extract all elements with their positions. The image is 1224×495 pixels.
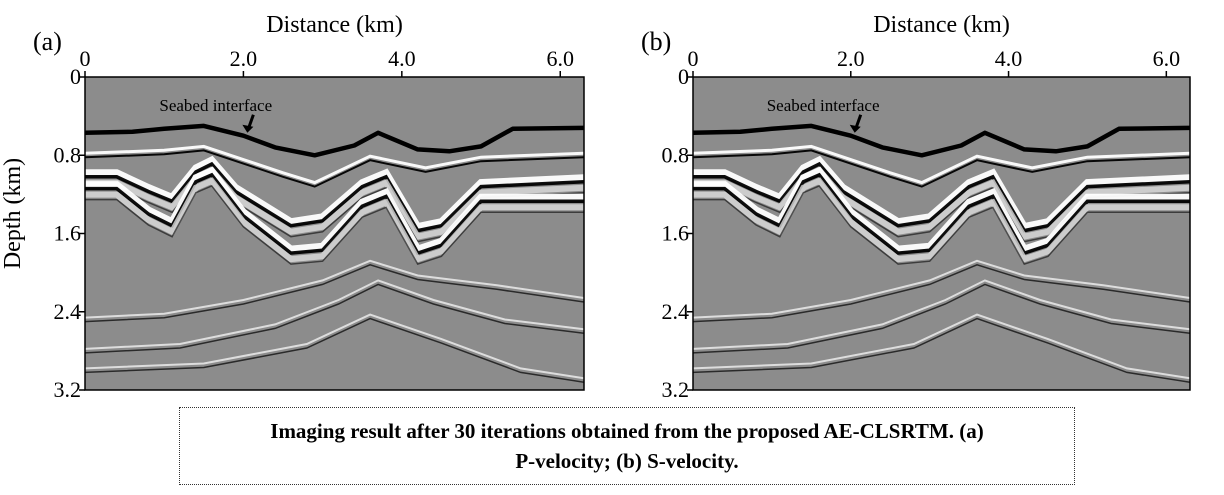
y-tick-label: 0 xyxy=(678,64,689,89)
panel-a: 0 2.0 4.0 6.0 0 0.8 1.6 2.4 3.2 Distance (km) Dept… xyxy=(0,12,585,402)
reflector-black-2 xyxy=(85,172,584,256)
y-tick-label: 0.8 xyxy=(662,142,690,167)
y-tick-label: 2.4 xyxy=(54,299,82,324)
seabed-annotation: Seabed interface xyxy=(767,96,880,115)
reflector-white-4 xyxy=(693,279,1190,350)
reflector-black-5 xyxy=(85,317,584,383)
reflector-white-1 xyxy=(693,155,1190,231)
y-tick-label: 1.6 xyxy=(54,221,82,246)
x-tick-label: 6.0 xyxy=(546,46,574,71)
reflector-white-2 xyxy=(85,166,584,254)
seismic-image xyxy=(85,123,584,383)
x-axis-label: Distance (km) xyxy=(266,12,403,38)
reflector-black-0 xyxy=(85,149,584,188)
reflector-white-0 xyxy=(693,144,1190,185)
x-tick-label: 4.0 xyxy=(388,46,416,71)
reflector-white-0 xyxy=(85,144,584,185)
reflector-edge-2 xyxy=(693,184,1190,266)
reflector-white-1 xyxy=(85,155,584,231)
y-tick-label: 0 xyxy=(70,64,81,89)
x-tick-label: 6.0 xyxy=(1153,46,1181,71)
panel-label: (b) xyxy=(641,27,671,56)
figure-caption: Imaging result after 30 iterations obtai… xyxy=(270,419,984,473)
panel-label: (a) xyxy=(33,27,62,56)
reflector-black-4 xyxy=(85,283,584,354)
reflector-edge-1 xyxy=(85,174,584,243)
reflector-black-1 xyxy=(85,161,584,233)
seabed-interface-line xyxy=(693,123,1190,158)
figure: 0 2.0 4.0 6.0 0 0.8 1.6 2.4 3.2 Distance (km) Dept… xyxy=(0,12,1191,402)
y-tick-label: 2.4 xyxy=(662,299,690,324)
reflector-white-2 xyxy=(693,166,1190,254)
reflector-white-4 xyxy=(85,279,584,350)
reflector-white-3 xyxy=(85,259,584,319)
reflector-black-3 xyxy=(85,264,584,323)
caption-box: Imaging result after 30 iterations obtai… xyxy=(179,407,1075,485)
reflector-black-3 xyxy=(693,264,1190,323)
x-axis-label: Distance (km) xyxy=(873,12,1010,38)
reflector-black-5 xyxy=(693,317,1190,383)
annotation-arrow-head xyxy=(242,124,254,133)
seabed-annotation: Seabed interface xyxy=(159,96,272,115)
reflector-white-5 xyxy=(693,313,1190,380)
y-axis-label: Depth (km) xyxy=(0,158,26,269)
annotation-arrow-head xyxy=(849,124,861,133)
panel-b: 0 2.0 4.0 6.0 0 0.8 1.6 2.4 3.2 Distance (km) (b) S… xyxy=(641,12,1191,402)
x-tick-label: 2.0 xyxy=(837,46,865,71)
seabed-interface-line xyxy=(85,123,584,158)
reflector-black-2 xyxy=(693,172,1190,256)
reflector-white-5 xyxy=(85,313,584,380)
x-tick-label: 0 xyxy=(688,46,699,71)
seismic-image xyxy=(693,123,1190,383)
y-tick-label: 3.2 xyxy=(662,377,690,402)
reflector-black-4 xyxy=(693,283,1190,354)
y-tick-label: 1.6 xyxy=(662,221,690,246)
x-tick-label: 4.0 xyxy=(995,46,1023,71)
reflector-band-2 xyxy=(85,177,584,263)
x-tick-label: 2.0 xyxy=(230,46,258,71)
y-tick-label: 3.2 xyxy=(54,377,82,402)
reflector-white-3 xyxy=(693,259,1190,319)
reflector-band-1 xyxy=(693,166,1190,240)
reflector-band-2 xyxy=(693,177,1190,263)
reflector-band-1 xyxy=(85,166,584,240)
x-tick-label: 0 xyxy=(80,46,91,71)
y-tick-label: 0.8 xyxy=(54,142,82,167)
reflector-edge-2 xyxy=(85,184,584,266)
reflector-black-1 xyxy=(693,161,1190,233)
reflector-edge-1 xyxy=(693,174,1190,243)
reflector-black-0 xyxy=(693,149,1190,188)
